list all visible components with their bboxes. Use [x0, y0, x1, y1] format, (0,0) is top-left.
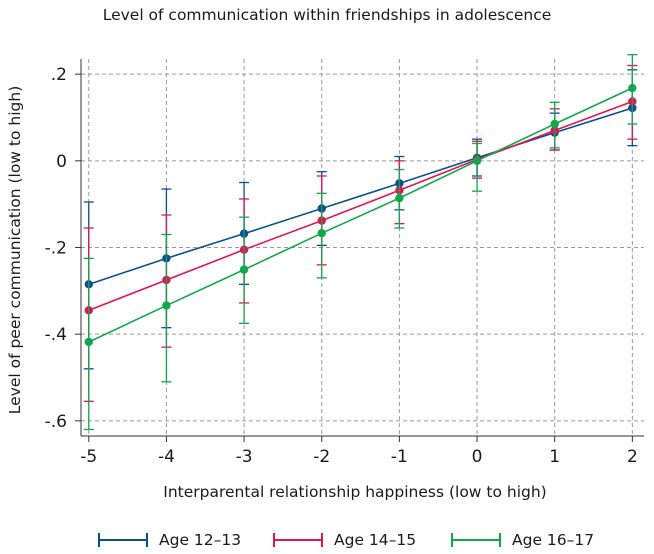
legend: Age 12–13 Age 14–15 Age 16–17: [0, 526, 654, 554]
data-point: [472, 156, 482, 166]
x-tick-label: 0: [472, 447, 483, 467]
x-tick-label: -1: [391, 447, 408, 467]
legend-swatch: [273, 533, 323, 547]
y-tick-label: .2: [51, 65, 67, 85]
series-line: [88, 87, 633, 343]
data-point: [395, 193, 404, 203]
x-tick-label: -4: [158, 447, 175, 467]
x-tick-label: -5: [80, 447, 97, 467]
data-point: [628, 83, 637, 93]
x-tick-label: 1: [549, 447, 560, 467]
x-axis-label: Interparental relationship happiness (lo…: [163, 483, 547, 501]
x-tick-label: 2: [627, 447, 638, 467]
data-point: [317, 229, 326, 238]
legend-item: Age 16–17: [450, 526, 594, 554]
x-tick-label: -2: [313, 447, 330, 467]
data-point: [239, 265, 249, 274]
y-tick-label: 0: [56, 152, 67, 172]
y-tick-label: -.6: [45, 412, 67, 432]
y-axis-label: Level of peer communication (low to high…: [6, 85, 24, 415]
legend-item: Age 14–15: [272, 526, 416, 554]
data-point: [84, 337, 93, 347]
y-tick-label: -.2: [45, 239, 67, 259]
x-tick-label: -3: [236, 447, 253, 467]
data-point: [550, 119, 559, 129]
legend-label: Age 14–15: [334, 531, 417, 549]
series-line: [88, 107, 633, 286]
chart-title: Level of communication within friendship…: [102, 6, 552, 24]
series-line: [88, 100, 633, 312]
legend-label: Age 16–17: [512, 531, 595, 549]
legend-item: Age 12–13: [97, 526, 241, 554]
y-tick-label: -.4: [45, 325, 67, 345]
data-point: [162, 301, 171, 310]
legend-swatch: [98, 533, 148, 547]
legend-label: Age 12–13: [159, 531, 242, 549]
legend-swatch: [451, 533, 501, 547]
